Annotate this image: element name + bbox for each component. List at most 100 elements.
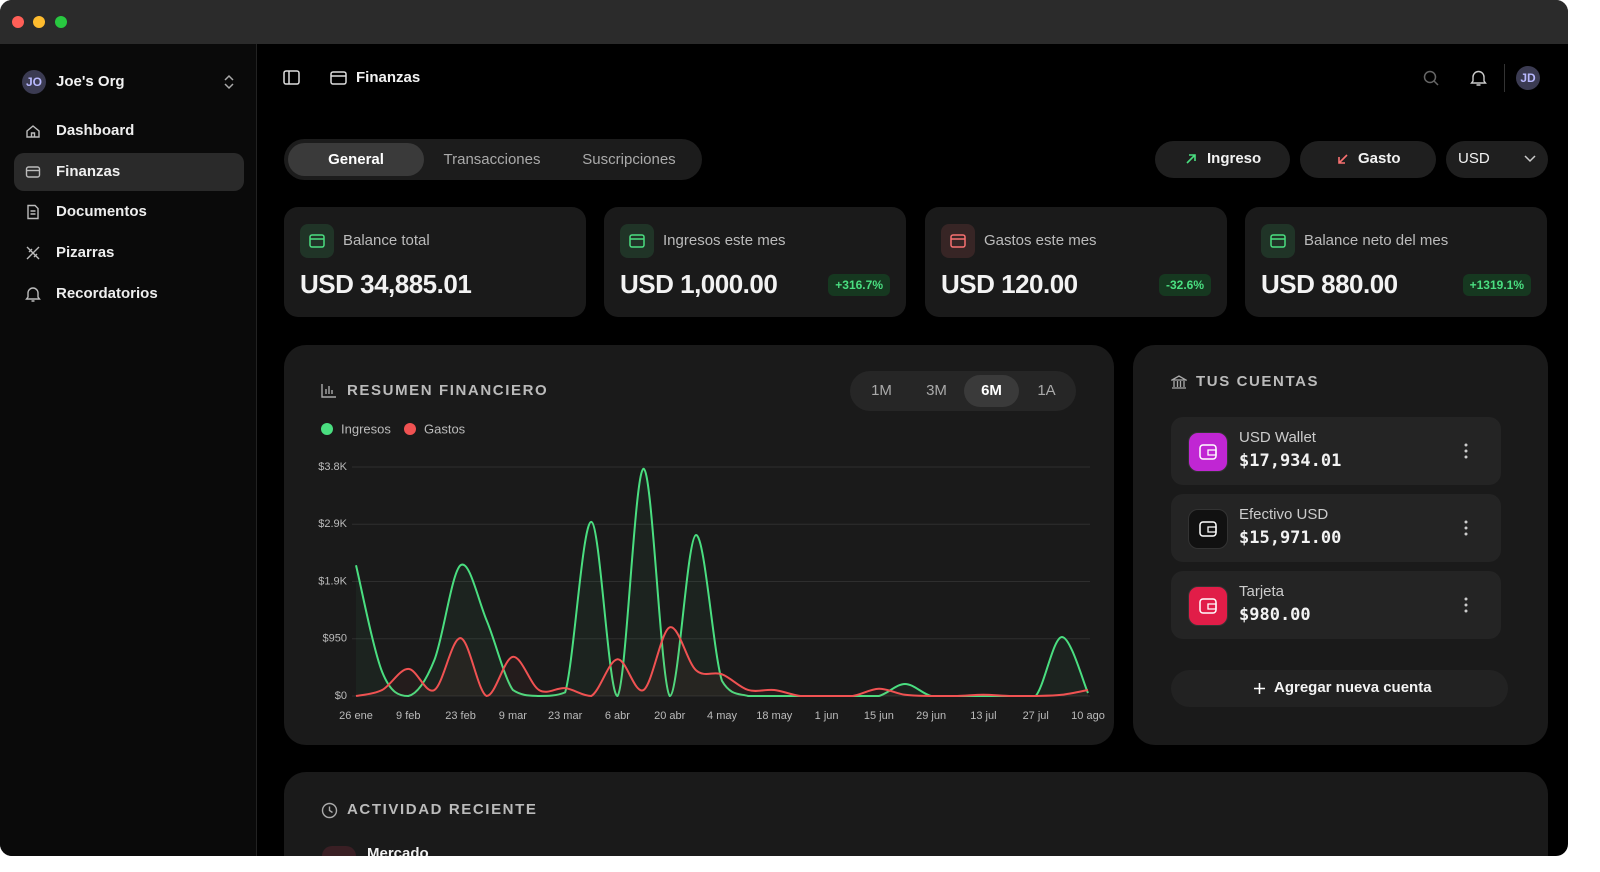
stat-icon xyxy=(300,224,334,258)
traffic-lights[interactable] xyxy=(0,0,80,44)
nav-icon xyxy=(27,205,39,220)
stat-card: Ingresos este mes USD 1,000.00 +316.7% xyxy=(604,207,906,317)
add-account[interactable]: Agregar nueva cuenta xyxy=(1171,670,1508,707)
account-icon xyxy=(1188,586,1228,626)
y-tick-label: $2.9K xyxy=(318,518,347,530)
y-tick-label: $0 xyxy=(335,690,347,702)
currency-select[interactable]: USD xyxy=(1446,141,1548,178)
x-tick-label: 1 jun xyxy=(815,710,839,722)
stat-value: USD 880.00 xyxy=(1261,269,1398,299)
income-label: Ingreso xyxy=(1207,150,1262,167)
wallet-glyph xyxy=(1199,521,1217,537)
page-title: Finanzas xyxy=(356,69,421,86)
user-avatar[interactable]: JD xyxy=(1516,66,1540,90)
tabs: General Transacciones Suscripciones xyxy=(284,139,702,180)
nav-item[interactable]: Documentos xyxy=(14,193,244,231)
series-line xyxy=(355,626,1089,698)
account-row[interactable]: Tarjeta $980.00 xyxy=(1171,571,1501,639)
income-button[interactable]: Ingreso xyxy=(1155,141,1290,178)
nav-item[interactable]: Dashboard xyxy=(14,112,244,150)
window: JO Joe's Org Dashboard Finanzas Documentos… xyxy=(0,0,1568,856)
wallet-glyph xyxy=(1199,598,1217,614)
add-account-label: Agregar nueva cuenta xyxy=(1274,679,1432,696)
account-menu[interactable] xyxy=(1463,597,1469,613)
legend-swatch xyxy=(321,423,333,435)
stat-change: +316.7% xyxy=(828,274,890,296)
x-tick-label: 6 abr xyxy=(605,710,630,722)
org-switch[interactable] xyxy=(222,74,236,90)
range-option[interactable]: 3M xyxy=(926,382,947,399)
x-tick-label: 26 ene xyxy=(339,710,373,722)
expense-label: Gasto xyxy=(1358,150,1401,167)
stat-glyph xyxy=(629,234,645,248)
activity-card: ACTIVIDAD RECIENTE Mercado xyxy=(284,772,1548,856)
stat-icon xyxy=(1261,224,1295,258)
legend-label: Ingresos xyxy=(341,421,391,436)
account-row[interactable]: Efectivo USD $15,971.00 xyxy=(1171,494,1501,562)
org-name[interactable]: Joe's Org xyxy=(56,73,125,90)
y-tick-label: $1.9K xyxy=(318,575,347,587)
account-balance: $17,934.01 xyxy=(1239,451,1342,471)
activity-icon xyxy=(322,846,356,856)
y-tick-label: $950 xyxy=(323,633,347,645)
account-menu[interactable] xyxy=(1463,520,1469,536)
tab[interactable]: Suscripciones xyxy=(582,151,676,168)
x-tick-label: 4 may xyxy=(707,710,737,722)
range-picker: 1M 3M 6M 1A xyxy=(850,371,1076,411)
account-menu[interactable] xyxy=(1463,443,1469,459)
sidebar: JO Joe's Org Dashboard Finanzas Documentos… xyxy=(0,44,257,856)
nav-icon xyxy=(26,125,40,138)
sidebar-toggle[interactable] xyxy=(283,70,300,86)
nav-icon xyxy=(26,246,40,260)
search[interactable] xyxy=(1423,70,1440,87)
x-tick-label: 20 abr xyxy=(654,710,686,722)
x-tick-label: 15 jun xyxy=(864,710,894,722)
nav-label: Finanzas xyxy=(56,162,121,180)
x-tick-label: 10 ago xyxy=(1071,710,1105,722)
accounts-card: TUS CUENTAS Agregar nueva cuenta USD Wal… xyxy=(1133,345,1548,745)
legend-label: Gastos xyxy=(424,421,466,436)
legend-swatch xyxy=(404,423,416,435)
stat-glyph xyxy=(950,234,966,248)
tab[interactable]: General xyxy=(288,143,424,176)
nav-item[interactable]: Recordatorios xyxy=(14,275,244,313)
x-tick-label: 23 feb xyxy=(445,710,476,722)
chart: Ingresos Gastos $0 $950 $1.9K $2.9K $3.8K 26 en… xyxy=(318,421,1105,722)
nav-label: Documentos xyxy=(56,203,147,221)
tab[interactable]: Transacciones xyxy=(443,151,541,168)
finance-icon xyxy=(330,71,347,85)
stat-card: Balance neto del mes USD 880.00 +1319.1% xyxy=(1245,207,1547,317)
y-tick-label: $3.8K xyxy=(318,461,347,473)
bank-icon xyxy=(1171,375,1187,389)
account-row[interactable]: USD Wallet $17,934.01 xyxy=(1171,417,1501,485)
series-area xyxy=(356,627,1088,696)
nav-label: Recordatorios xyxy=(56,284,158,302)
accounts-title: TUS CUENTAS xyxy=(1196,373,1320,390)
account-icon xyxy=(1188,509,1228,549)
range-option[interactable]: 1A xyxy=(1037,382,1056,399)
stat-icon xyxy=(620,224,654,258)
stat-card: Balance total USD 34,885.01 xyxy=(284,207,586,317)
org-avatar: JO xyxy=(22,70,46,94)
account-name: Tarjeta xyxy=(1239,583,1285,600)
x-tick-label: 9 feb xyxy=(396,710,420,722)
nav-label: Pizarras xyxy=(56,244,115,262)
stat-icon xyxy=(941,224,975,258)
stat-change: -32.6% xyxy=(1158,274,1211,296)
expense-button[interactable]: Gasto xyxy=(1300,141,1436,178)
x-tick-label: 9 mar xyxy=(499,710,527,722)
activity-title: ACTIVIDAD RECIENTE xyxy=(347,801,538,818)
x-tick-label: 18 may xyxy=(756,710,793,722)
range-option[interactable]: 6M xyxy=(964,375,1019,407)
nav-icon xyxy=(25,165,41,178)
nav-item[interactable]: Finanzas xyxy=(14,152,244,191)
chart-title: RESUMEN FINANCIERO xyxy=(347,382,549,399)
range-option[interactable]: 1M xyxy=(871,382,892,399)
x-tick-label: 27 jul xyxy=(1023,710,1049,722)
notifications[interactable] xyxy=(1470,69,1487,87)
stat-value: USD 1,000.00 xyxy=(620,269,778,299)
activity-item[interactable]: Mercado xyxy=(367,845,429,856)
nav-item[interactable]: Pizarras xyxy=(14,234,244,272)
title-bar xyxy=(0,0,1568,44)
